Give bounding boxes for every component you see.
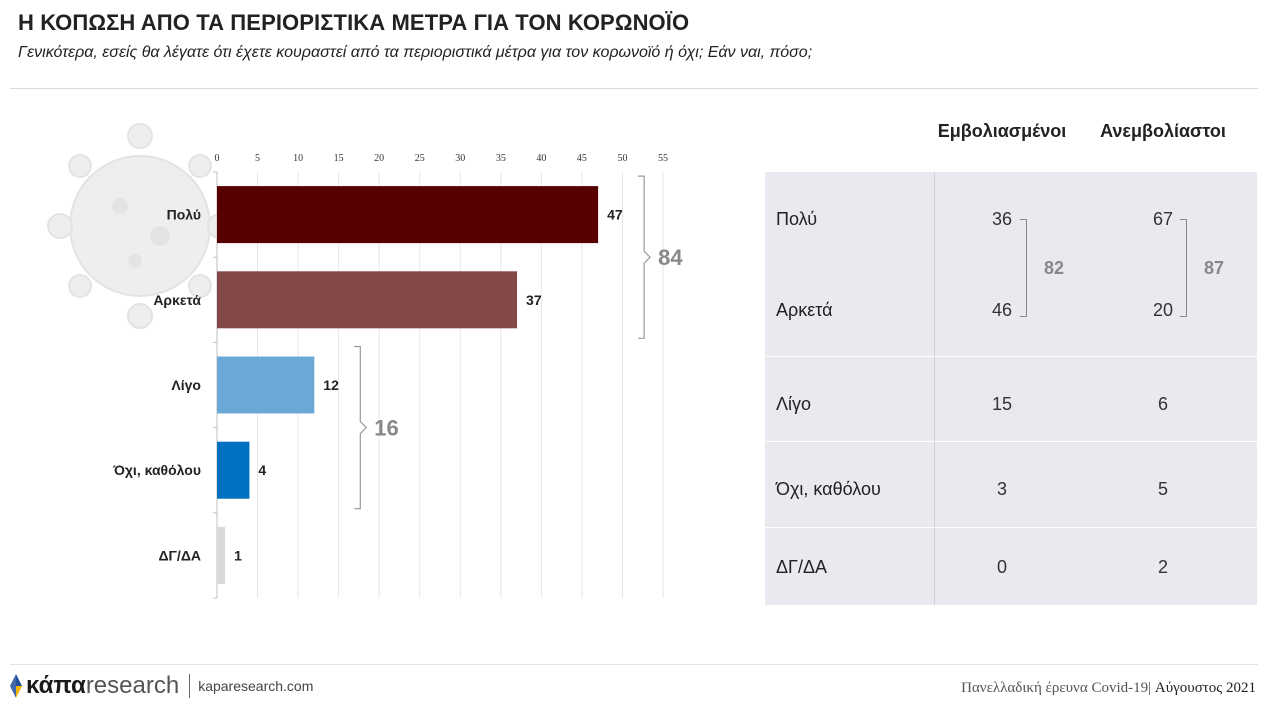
table-group-bracket: [1020, 219, 1027, 317]
column-header-vaccinated: Εμβολιασμένοι: [937, 121, 1067, 141]
bar: [217, 271, 518, 329]
table-row-label: Αρκετά: [776, 300, 833, 320]
x-tick-label: 5: [255, 153, 260, 164]
data-label: 47: [607, 207, 623, 223]
group-total: 84: [658, 245, 683, 270]
brand-logo: κάπα research kaparesearch.com: [10, 672, 313, 700]
category-label: Αρκετά: [153, 292, 201, 308]
table-cell: 15: [991, 394, 1013, 414]
logo-mark-icon: [10, 674, 22, 698]
table-cell: 46: [991, 300, 1013, 320]
bar: [217, 441, 250, 499]
bar: [217, 356, 315, 414]
table-cell: 0: [996, 557, 1007, 577]
x-tick-label: 10: [293, 153, 303, 164]
x-tick-label: 15: [334, 153, 344, 164]
category-label: Όχι, καθόλου: [112, 462, 201, 478]
bar-chart: 0 5 10 15 20 25 30 35 40 45 50 55 Πολύ 47 Αρκετά 37 Λίγο…: [112, 153, 683, 599]
x-tick-label: 25: [415, 153, 425, 164]
table-cell: 67: [1152, 209, 1174, 229]
table-cell: 2: [1157, 557, 1168, 577]
table-cell: 6: [1157, 394, 1168, 414]
table-row-label: Όχι, καθόλου: [776, 479, 881, 499]
survey-name: Πανελλαδική έρευνα Covid-19|: [961, 680, 1152, 696]
category-label: Λίγο: [171, 377, 201, 393]
table-cell: 36: [991, 209, 1013, 229]
table-group-total: 82: [1044, 258, 1065, 278]
category-label: ΔΓ/ΔΑ: [158, 547, 201, 563]
website-link[interactable]: kaparesearch.com: [198, 678, 314, 694]
table-column-divider: [934, 172, 935, 605]
table-divider: [765, 441, 1257, 442]
page-subtitle: Γενικότερα, εσείς θα λέγατε ότι έχετε κο…: [18, 44, 813, 61]
table-divider: [765, 527, 1257, 528]
x-tick-label: 35: [496, 153, 506, 164]
comparison-table: [765, 172, 1257, 605]
footer-source: Πανελλαδική έρευνα Covid-19| Αύγουστος 2…: [961, 680, 1256, 697]
x-tick-label: 30: [455, 153, 465, 164]
survey-date: Αύγουστος 2021: [1154, 680, 1256, 696]
table-divider: [765, 356, 1257, 357]
logo-wordmark-light: research: [85, 672, 180, 699]
table-cell: 3: [996, 479, 1007, 499]
table-group-bracket: [1180, 219, 1187, 317]
table-row-label: ΔΓ/ΔΑ: [776, 557, 827, 577]
table-cell: 5: [1157, 479, 1168, 499]
bar: [217, 186, 599, 244]
category-label: Πολύ: [167, 207, 201, 223]
bar: [217, 526, 226, 584]
data-label: 37: [526, 292, 542, 308]
x-tick-label: 20: [374, 153, 384, 164]
table-row-label: Λίγο: [776, 394, 812, 414]
footer-divider: [10, 664, 1258, 665]
column-header-unvaccinated: Ανεμβολίαστοι: [1100, 121, 1226, 141]
x-tick-label: 50: [617, 153, 627, 164]
data-label: 4: [258, 462, 266, 478]
table-group-total: 87: [1204, 258, 1225, 278]
coronavirus-illustration: [47, 123, 233, 329]
group-total: 16: [374, 416, 398, 441]
top-divider: [10, 88, 1258, 89]
table-cell: 20: [1152, 300, 1174, 320]
x-tick-label: 45: [577, 153, 587, 164]
table-row-label: Πολύ: [776, 209, 818, 229]
x-tick-label: 0: [215, 153, 220, 164]
group-bracket: [354, 345, 368, 510]
group-bracket: [638, 175, 651, 339]
x-tick-label: 55: [658, 153, 668, 164]
x-tick-label: 40: [536, 153, 546, 164]
logo-wordmark-bold: κάπα: [26, 672, 86, 699]
data-label: 1: [234, 547, 242, 563]
data-label: 12: [323, 377, 339, 393]
page-title: Η ΚΟΠΩΣΗ ΑΠΟ ΤΑ ΠΕΡΙΟΡΙΣΤΙΚΑ ΜΕΤΡΑ ΓΙΑ Τ…: [18, 10, 690, 35]
logo-divider: [189, 674, 191, 698]
